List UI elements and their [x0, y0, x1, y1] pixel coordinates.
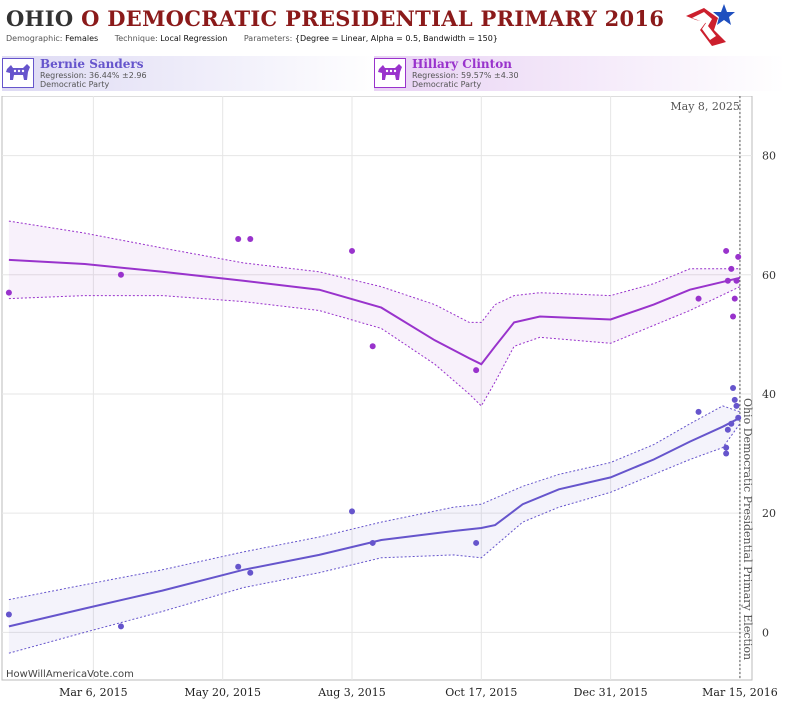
poll-point — [733, 402, 740, 409]
poll-point — [724, 277, 731, 284]
state-name: OHIO — [6, 6, 74, 31]
today-label: May 8, 2025 — [670, 100, 740, 113]
poll-point — [117, 271, 124, 278]
x-tick-label: Aug 3, 2015 — [317, 686, 386, 699]
trend-line — [8, 258, 741, 366]
site-logo — [686, 4, 735, 46]
candidate-name: Hillary Clinton — [412, 57, 512, 71]
plot-area — [1, 96, 753, 681]
poll-point — [5, 611, 12, 618]
donkey-icon — [374, 58, 406, 88]
candidate-party: Democratic Party — [40, 80, 110, 89]
band-upper-line — [8, 220, 740, 323]
candidate-regression: Regression: 59.57% ±4.30 — [412, 71, 519, 80]
y-tick-label: 80 — [762, 150, 776, 163]
poll-point — [730, 313, 737, 320]
poll-point — [247, 236, 254, 243]
y-tick-label: 60 — [762, 269, 776, 282]
x-tick-label: Mar 15, 2016 — [702, 686, 778, 699]
poll-point — [731, 295, 738, 302]
poll-point — [235, 563, 242, 570]
donkey-icon — [2, 58, 34, 88]
poll-point — [733, 277, 740, 284]
poll-point — [5, 289, 12, 296]
candidate-card-clinton: Hillary Clinton Regression: 59.57% ±4.30… — [374, 56, 786, 91]
x-tick-label: Oct 17, 2015 — [445, 686, 517, 699]
poll-point — [349, 247, 355, 254]
chart-title: OHIO O DEMOCRATIC PRESIDENTIAL PRIMARY 2… — [6, 6, 664, 31]
source-label: HowWillAmericaVote.com — [6, 669, 134, 680]
poll-point — [473, 367, 480, 374]
election-label: Ohio Democratic Presidential Primary Ele… — [741, 398, 754, 660]
x-tick-label: Dec 31, 2015 — [574, 686, 648, 699]
band-upper-line — [8, 405, 741, 601]
candidate-regression: Regression: 36.44% ±2.96 — [40, 71, 147, 80]
chart-header: OHIO O DEMOCRATIC PRESIDENTIAL PRIMARY 2… — [0, 0, 789, 56]
meta-key: Parameters: — [243, 34, 293, 43]
poll-point — [735, 253, 742, 260]
poll-point — [723, 247, 730, 254]
confidence-band — [8, 405, 740, 654]
title-text: O DEMOCRATIC PRESIDENTIAL PRIMARY 2016 — [81, 6, 665, 31]
meta-key: Technique: — [114, 34, 158, 43]
poll-point — [723, 444, 730, 451]
confidence-band — [8, 221, 740, 406]
poll-point — [695, 408, 702, 415]
poll-point — [728, 265, 735, 272]
poll-point — [247, 569, 254, 576]
band-lower-line — [8, 286, 741, 407]
trend-line — [8, 416, 741, 628]
poll-point — [235, 236, 242, 243]
meta-value: Local Regression — [160, 34, 228, 43]
candidate-name: Bernie Sanders — [40, 57, 144, 71]
meta-key: Demographic: — [6, 34, 63, 43]
poll-point — [731, 396, 738, 403]
y-tick-label: 20 — [762, 507, 776, 520]
poll-point — [730, 385, 737, 391]
chart-parameters: Demographic: Females Technique: Local Re… — [6, 34, 512, 43]
y-tick-label: 40 — [762, 388, 776, 401]
regression-chart: 0 20 40 60 80 Mar 6, 2015 May 20, 2015 Aug 3, 2… — [1, 96, 778, 699]
poll-point — [473, 539, 480, 546]
candidate-card-sanders: Bernie Sanders Regression: 36.44% ±2.96 … — [2, 56, 382, 91]
x-tick-label: May 20, 2015 — [184, 686, 261, 699]
x-tick-label: Mar 6, 2015 — [59, 686, 128, 699]
poll-point — [723, 450, 730, 457]
poll-point — [724, 426, 731, 433]
meta-value: Females — [65, 34, 99, 43]
band-lower-line — [8, 423, 741, 654]
poll-point — [369, 343, 376, 350]
poll-point — [349, 508, 355, 515]
candidate-party: Democratic Party — [412, 80, 482, 89]
poll-point — [695, 295, 702, 302]
meta-value: {Degree = Linear, Alpha = 0.5, Bandwidth… — [294, 34, 498, 43]
y-tick-label: 0 — [762, 626, 769, 639]
poll-point — [735, 414, 742, 421]
poll-point — [117, 623, 124, 630]
poll-point — [728, 420, 735, 427]
poll-point — [369, 539, 376, 546]
